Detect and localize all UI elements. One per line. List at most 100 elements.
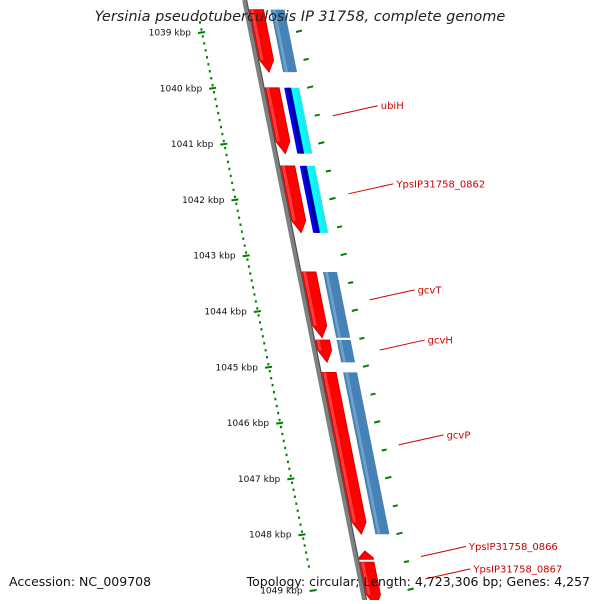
gc-skew-dot <box>215 104 218 108</box>
cds-arrow-highlight <box>316 340 322 351</box>
minor-tick <box>325 169 332 173</box>
kbp-scale-label: 1048 kbp <box>249 531 292 541</box>
blast-hit-highlight <box>338 340 347 363</box>
major-tick <box>351 308 359 312</box>
inner-tick <box>264 365 273 369</box>
gene-label: YpsIP31758_0867 <box>472 564 562 575</box>
kbp-scale-label: 1046 kbp <box>227 419 270 429</box>
kbp-scale-label: 1040 kbp <box>160 84 203 94</box>
gc-skew-dot <box>253 293 256 296</box>
gc-skew-dot <box>203 42 206 45</box>
kbp-scale-label: 1043 kbp <box>193 252 236 262</box>
gc-skew-dot <box>221 132 224 136</box>
gc-skew-dot <box>295 502 298 505</box>
gc-skew-dot <box>200 28 203 31</box>
accession-text: Accession: NC_009708 <box>9 574 152 589</box>
minor-tick <box>336 225 343 229</box>
gc-skew-dot <box>275 404 278 408</box>
gc-skew-dot <box>302 537 305 540</box>
major-tick <box>362 364 370 368</box>
gc-skew-dot <box>214 97 217 101</box>
cds-arrow-highlight <box>302 271 317 326</box>
gc-skew-dot <box>249 272 252 275</box>
gc-skew-dot <box>238 216 241 219</box>
major-tick <box>329 196 336 201</box>
topology-text: Topology: circular; Length: 4,723,306 bp… <box>246 574 590 589</box>
minor-tick <box>348 281 354 285</box>
gene-label-leader <box>379 339 425 351</box>
backbone-line <box>242 0 368 601</box>
cds-arrow-highlight <box>323 372 357 523</box>
gc-skew-dot <box>271 383 274 387</box>
gc-skew-dot <box>208 70 211 73</box>
kbp-scale-label: 1041 kbp <box>171 140 214 150</box>
inner-tick <box>197 31 206 34</box>
blast-hit-track <box>270 9 390 535</box>
gc-skew-dot <box>285 453 288 457</box>
gc-skew-dot <box>228 167 231 171</box>
gc-skew-dot <box>224 146 227 150</box>
gene-label-leader <box>348 183 394 195</box>
gene-label-leader <box>398 434 444 446</box>
minor-tick <box>370 392 376 396</box>
major-tick <box>396 531 403 536</box>
inner-tick <box>298 533 306 537</box>
gc-skew-dot <box>252 286 255 289</box>
gc-skew-dot <box>292 488 295 491</box>
gene-labels: ubiH YpsIP31758_0862 gcvT gcvH gcvP YpsIP3175… <box>332 101 562 580</box>
gc-skew-dot <box>279 425 282 429</box>
inner-tick <box>309 589 317 592</box>
major-tick <box>306 85 314 89</box>
gc-skew-dot <box>236 209 239 212</box>
gc-skew-dot <box>284 446 287 450</box>
gc-skew-dot <box>199 21 202 24</box>
gc-skew-dot <box>259 321 262 324</box>
inner-tick <box>231 198 239 202</box>
gc-skew-dot <box>231 181 234 185</box>
major-tick <box>373 420 381 424</box>
gc-skew-dot <box>239 223 242 226</box>
kbp-scale-label: 1042 kbp <box>182 196 225 206</box>
gc-skew-dot <box>267 363 270 366</box>
blast-hit-cyan-shade <box>310 165 329 233</box>
major-tick <box>385 475 392 480</box>
kbp-scale-label: 1044 kbp <box>204 308 247 318</box>
gc-skew-dot <box>282 439 285 443</box>
blast-hit-navy <box>287 87 304 154</box>
inner-tick <box>209 86 217 90</box>
gene-label: YpsIP31758_0866 <box>468 542 558 553</box>
gc-skew-dot <box>210 77 213 80</box>
gc-skew-dot <box>256 307 259 310</box>
gc-skew-dot <box>250 279 253 282</box>
gc-skew-dot <box>306 558 309 561</box>
gc-skew-dot <box>260 328 263 331</box>
major-tick <box>318 141 325 145</box>
gc-skew-dot <box>257 314 260 317</box>
gc-skew-dot <box>266 356 269 359</box>
gc-skew-dot <box>240 230 243 233</box>
gc-skew-dot <box>293 495 296 498</box>
gc-skew-dot <box>246 258 249 261</box>
gc-skew-dot <box>303 544 306 547</box>
cds-arrow-highlight <box>281 165 296 221</box>
gc-skew-dot <box>288 467 291 471</box>
gc-skew-dot <box>225 153 228 157</box>
gene-label: gcvP <box>447 430 471 441</box>
gc-skew-dot <box>270 376 273 380</box>
kbp-tick-track <box>197 29 414 592</box>
gc-skew-dot <box>245 251 248 254</box>
gene-label-leader <box>369 289 415 301</box>
minor-tick <box>381 448 387 452</box>
blast-hit-highlight <box>324 271 342 338</box>
gene-label: ubiH <box>381 101 404 112</box>
gc-skew-dot <box>229 174 232 178</box>
gc-skew-dot <box>206 56 209 59</box>
gene-label-leader <box>425 568 471 580</box>
minor-tick <box>392 504 399 508</box>
gc-skew-dot <box>289 474 292 478</box>
gc-skew-track <box>199 21 310 568</box>
gc-skew-dot <box>201 35 204 38</box>
major-tick <box>295 29 303 33</box>
minor-tick <box>359 336 365 340</box>
